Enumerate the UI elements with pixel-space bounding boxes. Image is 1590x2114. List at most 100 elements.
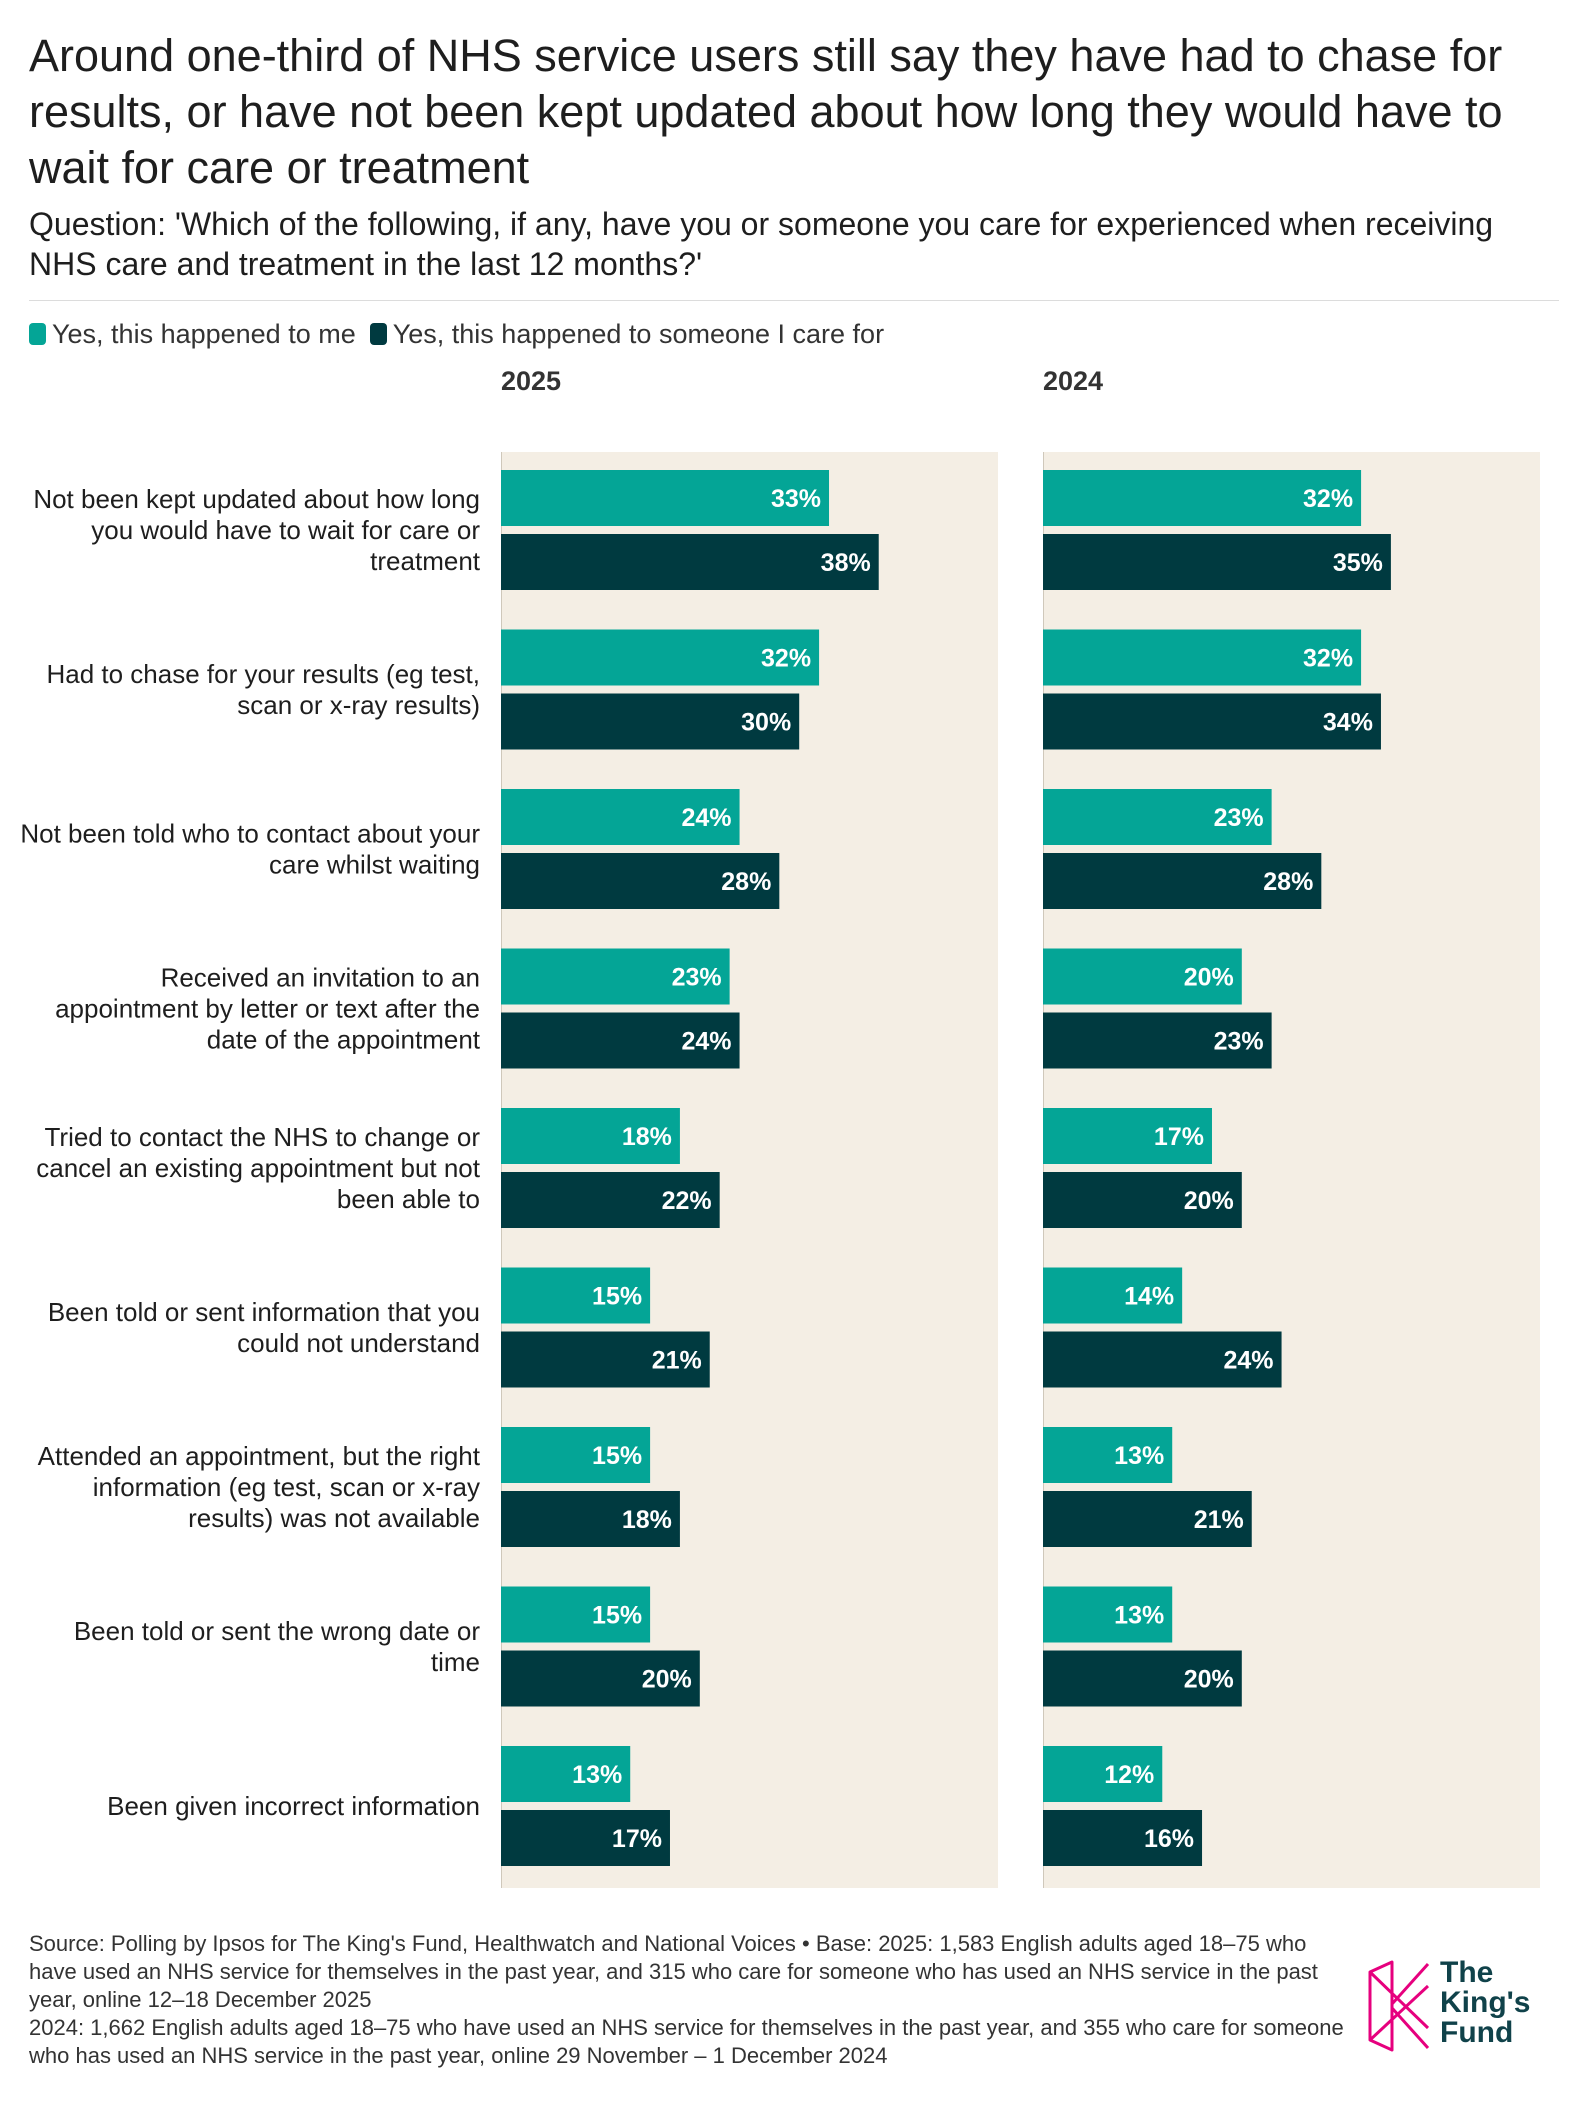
- panel-bg-2024: [1043, 452, 1540, 1888]
- bar-label-2025-me-4: 18%: [622, 1123, 672, 1151]
- bar-label-2025-me-5: 15%: [592, 1283, 642, 1311]
- bar-label-2025-care-7: 20%: [642, 1666, 692, 1694]
- bar-2025-care-7: [501, 1650, 700, 1707]
- bar-2024-me-4: [1043, 1108, 1212, 1164]
- bar-2024-care-7: [1043, 1650, 1242, 1707]
- bar-2024-me-8: [1043, 1746, 1163, 1802]
- legend-item-me: Yes, this happened to me: [29, 319, 356, 350]
- bar-label-2024-me-2: 23%: [1214, 804, 1264, 832]
- bar-2024-me-0: [1043, 470, 1362, 526]
- bar-2025-care-1: [501, 693, 800, 750]
- category-label-7: Been told or sent the wrong date or time: [74, 1616, 480, 1677]
- bar-2025-care-3: [501, 1012, 740, 1069]
- bar-label-2025-care-1: 30%: [741, 709, 791, 737]
- bar-2025-me-4: [501, 1108, 680, 1164]
- bar-2025-me-0: [501, 470, 830, 526]
- bar-2025-me-3: [501, 948, 730, 1005]
- bar-label-2025-care-8: 17%: [612, 1825, 662, 1853]
- logo-text-kings: King's: [1440, 1986, 1531, 2019]
- legend-item-care: Yes, this happened to someone I care for: [369, 318, 885, 350]
- source-note: Source: Polling by Ipsos for The King's …: [29, 1930, 1359, 2070]
- bar-label-2024-care-7: 20%: [1184, 1666, 1234, 1694]
- bar-label-2024-me-0: 32%: [1303, 485, 1353, 513]
- category-label-4: Tried to contact the NHS to change or can…: [36, 1122, 481, 1214]
- bar-label-2024-care-3: 23%: [1214, 1028, 1264, 1056]
- bar-2024-care-6: [1043, 1491, 1252, 1547]
- bar-2024-me-2: [1043, 789, 1272, 845]
- bar-label-2025-care-2: 28%: [721, 868, 771, 896]
- bar-label-2024-care-5: 24%: [1224, 1347, 1274, 1375]
- bar-2025-me-7: [501, 1586, 651, 1643]
- bar-label-2024-me-1: 32%: [1303, 645, 1353, 673]
- bar-2024-me-5: [1043, 1267, 1183, 1324]
- bar-label-2024-me-5: 14%: [1124, 1283, 1174, 1311]
- bar-label-2025-care-4: 22%: [662, 1187, 712, 1215]
- panel-title-2025: 2025: [501, 366, 561, 396]
- category-label-8: Been given incorrect information: [107, 1791, 480, 1821]
- bar-label-2025-me-6: 15%: [592, 1442, 642, 1470]
- bar-2025-me-6: [501, 1427, 651, 1483]
- bar-2025-care-8: [501, 1810, 670, 1866]
- bar-label-2025-care-3: 24%: [682, 1028, 732, 1056]
- bar-2024-care-0: [1043, 534, 1391, 590]
- legend: Yes, this happened to me Yes, this happe…: [29, 314, 898, 354]
- bar-label-2024-care-1: 34%: [1323, 709, 1373, 737]
- bar-label-2025-me-2: 24%: [682, 804, 732, 832]
- legend-label-care: Yes, this happened to someone I care for: [392, 318, 885, 349]
- bar-2025-care-4: [501, 1172, 720, 1228]
- source-line-2024: 2024: 1,662 English adults aged 18–75 wh…: [29, 2015, 1344, 2068]
- bar-label-2025-care-0: 38%: [821, 549, 871, 577]
- bar-2024-me-6: [1043, 1427, 1173, 1483]
- chart-subtitle: Question: 'Which of the following, if an…: [29, 206, 1494, 282]
- bar-2024-care-2: [1043, 853, 1322, 909]
- bar-2024-care-1: [1043, 693, 1381, 750]
- bar-label-2024-care-8: 16%: [1144, 1825, 1194, 1853]
- bar-2025-care-0: [501, 534, 879, 590]
- logo-text-fund: Fund: [1440, 2016, 1514, 2049]
- bar-2025-care-6: [501, 1491, 680, 1547]
- kings-fund-k-logo-icon: [1368, 1960, 1430, 2052]
- bar-label-2025-me-7: 15%: [592, 1602, 642, 1630]
- category-label-3: Received an invitation to an appointment …: [55, 963, 481, 1055]
- bar-label-2025-me-1: 32%: [761, 645, 811, 673]
- category-label-5: Been told or sent information that you co…: [48, 1297, 480, 1358]
- bar-label-2025-care-6: 18%: [622, 1506, 672, 1534]
- bar-label-2024-me-6: 13%: [1114, 1442, 1164, 1470]
- bar-2024-me-3: [1043, 948, 1242, 1005]
- chart-title: Around one-third of NHS service users st…: [29, 30, 1503, 193]
- bar-2025-me-1: [501, 629, 820, 686]
- bar-2025-me-8: [501, 1746, 631, 1802]
- bar-2024-care-4: [1043, 1172, 1242, 1228]
- category-label-2: Not been told who to contact about your c…: [20, 819, 480, 880]
- logo-text-the: The: [1440, 1956, 1494, 1989]
- bar-label-2024-me-7: 13%: [1114, 1602, 1164, 1630]
- bar-label-2025-me-3: 23%: [672, 964, 722, 992]
- panel-bg-2025: [501, 452, 998, 1888]
- bar-2024-care-3: [1043, 1012, 1272, 1069]
- bar-2024-me-7: [1043, 1586, 1173, 1643]
- source-line-2025: Source: Polling by Ipsos for The King's …: [29, 1931, 1318, 2012]
- bar-2025-care-5: [501, 1331, 710, 1388]
- bar-label-2025-me-8: 13%: [572, 1761, 622, 1789]
- bar-2024-care-5: [1043, 1331, 1282, 1388]
- category-label-6: Attended an appointment, but the right in…: [38, 1441, 481, 1533]
- bar-label-2024-care-0: 35%: [1333, 549, 1383, 577]
- bar-label-2024-care-4: 20%: [1184, 1187, 1234, 1215]
- bar-label-2025-care-5: 21%: [652, 1347, 702, 1375]
- bar-label-2024-care-2: 28%: [1263, 868, 1313, 896]
- bar-2025-care-2: [501, 853, 780, 909]
- panel-title-2024: 2024: [1043, 366, 1103, 396]
- header-divider: [29, 300, 1559, 301]
- category-label-0: Not been kept updated about how long you …: [33, 484, 480, 576]
- legend-label-me: Yes, this happened to me: [52, 318, 356, 349]
- bar-2024-care-8: [1043, 1810, 1203, 1866]
- category-label-1: Had to chase for your results (eg test, s…: [46, 659, 480, 720]
- bar-label-2024-me-8: 12%: [1104, 1761, 1154, 1789]
- bar-chart: 2025 33% 38% 32% 30% 24% 28% 23% 24% 18% 22% 15% 21%…: [20, 366, 1540, 1888]
- bar-label-2025-me-0: 33%: [771, 485, 821, 513]
- bar-label-2024-me-3: 20%: [1184, 964, 1234, 992]
- logo-wordmark: The King's Fund: [1440, 1958, 1570, 2048]
- bar-2025-me-5: [501, 1267, 651, 1324]
- bar-2024-me-1: [1043, 629, 1362, 686]
- bar-2025-me-2: [501, 789, 740, 845]
